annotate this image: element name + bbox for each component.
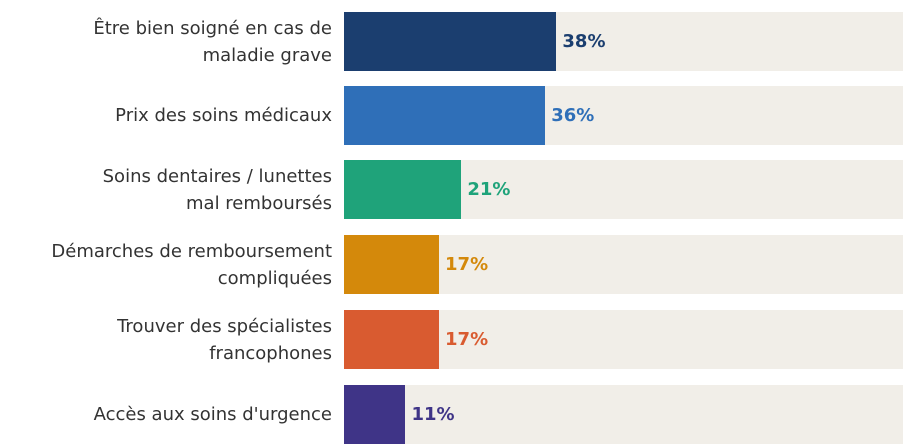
bar: [344, 235, 440, 294]
bar-row: Accès aux soins d'urgence 11%: [0, 385, 903, 444]
value-label: 17%: [445, 329, 489, 350]
value-label: 21%: [467, 179, 511, 200]
bar: [344, 385, 406, 444]
category-label: Accès aux soins d'urgence: [93, 404, 332, 425]
value-label: 38%: [562, 31, 606, 52]
bar: [344, 86, 546, 145]
bar: [344, 160, 462, 219]
category-label: Démarches de remboursement compliquées: [51, 240, 332, 289]
category-label: Être bien soigné en cas de maladie grave: [93, 17, 332, 66]
bar: [344, 310, 440, 369]
bar-row: Prix des soins médicaux 36%: [0, 86, 903, 145]
bar: [344, 12, 557, 71]
bar-row: Trouver des spécialistes francophones 17%: [0, 310, 903, 369]
category-label: Trouver des spécialistes francophones: [117, 315, 332, 364]
bar-track: [344, 385, 903, 444]
value-label: 11%: [411, 404, 455, 425]
category-label: Prix des soins médicaux: [115, 105, 332, 126]
bar-row: Être bien soigné en cas de maladie grave…: [0, 12, 903, 71]
bar-row: Démarches de remboursement compliquées 17…: [0, 235, 903, 294]
value-label: 36%: [551, 105, 595, 126]
value-label: 17%: [445, 254, 489, 275]
bar-row: Soins dentaires / lunettes mal remboursé…: [0, 160, 903, 219]
category-label: Soins dentaires / lunettes mal remboursé…: [102, 165, 332, 214]
